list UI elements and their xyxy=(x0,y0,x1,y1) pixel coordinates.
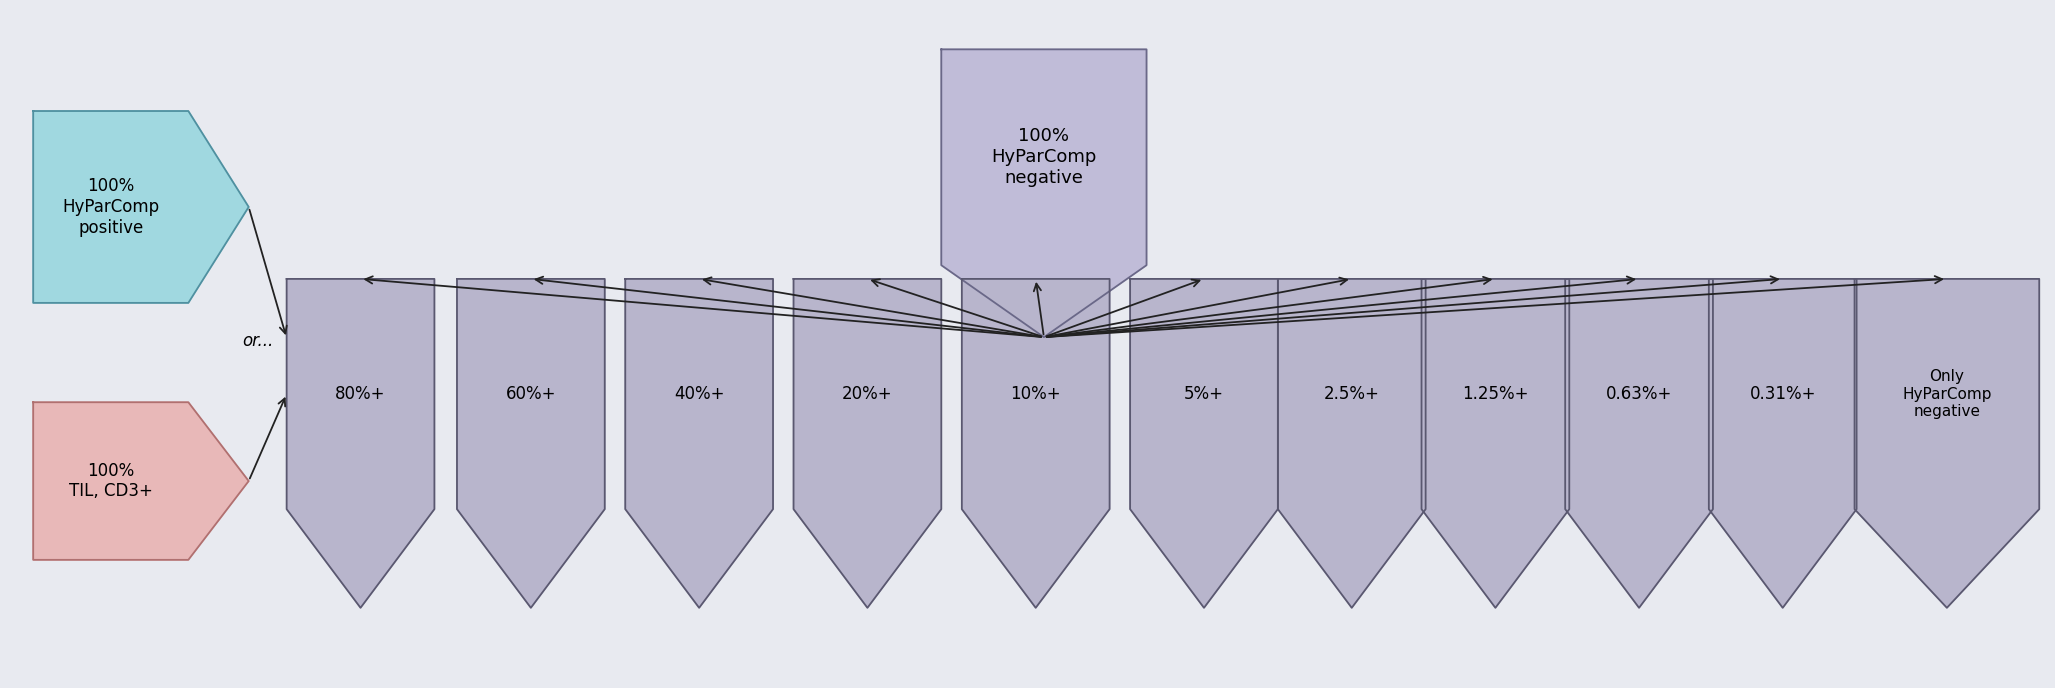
Polygon shape xyxy=(1278,279,1426,608)
Polygon shape xyxy=(33,111,249,303)
Text: 40%+: 40%+ xyxy=(674,385,725,403)
Text: 2.5%+: 2.5%+ xyxy=(1323,385,1379,403)
Text: 20%+: 20%+ xyxy=(843,385,892,403)
Text: 100%
HyParComp
negative: 100% HyParComp negative xyxy=(991,127,1097,187)
Text: 80%+: 80%+ xyxy=(335,385,386,403)
Text: 1.25%+: 1.25%+ xyxy=(1463,385,1529,403)
Polygon shape xyxy=(1566,279,1714,608)
Text: or...: or... xyxy=(242,332,273,350)
Text: 100%
HyParComp
positive: 100% HyParComp positive xyxy=(62,177,160,237)
Text: 100%
TIL, CD3+: 100% TIL, CD3+ xyxy=(68,462,152,500)
Polygon shape xyxy=(1854,279,2039,608)
Polygon shape xyxy=(33,402,249,560)
Polygon shape xyxy=(625,279,773,608)
Text: 5%+: 5%+ xyxy=(1184,385,1225,403)
Polygon shape xyxy=(941,50,1147,337)
Polygon shape xyxy=(456,279,604,608)
Polygon shape xyxy=(962,279,1110,608)
Text: Only
HyParComp
negative: Only HyParComp negative xyxy=(1903,369,1991,419)
Polygon shape xyxy=(286,279,434,608)
Polygon shape xyxy=(1422,279,1570,608)
Text: 10%+: 10%+ xyxy=(1011,385,1060,403)
Polygon shape xyxy=(793,279,941,608)
Text: 0.31%+: 0.31%+ xyxy=(1749,385,1817,403)
Text: 0.63%+: 0.63%+ xyxy=(1605,385,1673,403)
Polygon shape xyxy=(1130,279,1278,608)
Text: 60%+: 60%+ xyxy=(506,385,557,403)
Polygon shape xyxy=(1710,279,1856,608)
